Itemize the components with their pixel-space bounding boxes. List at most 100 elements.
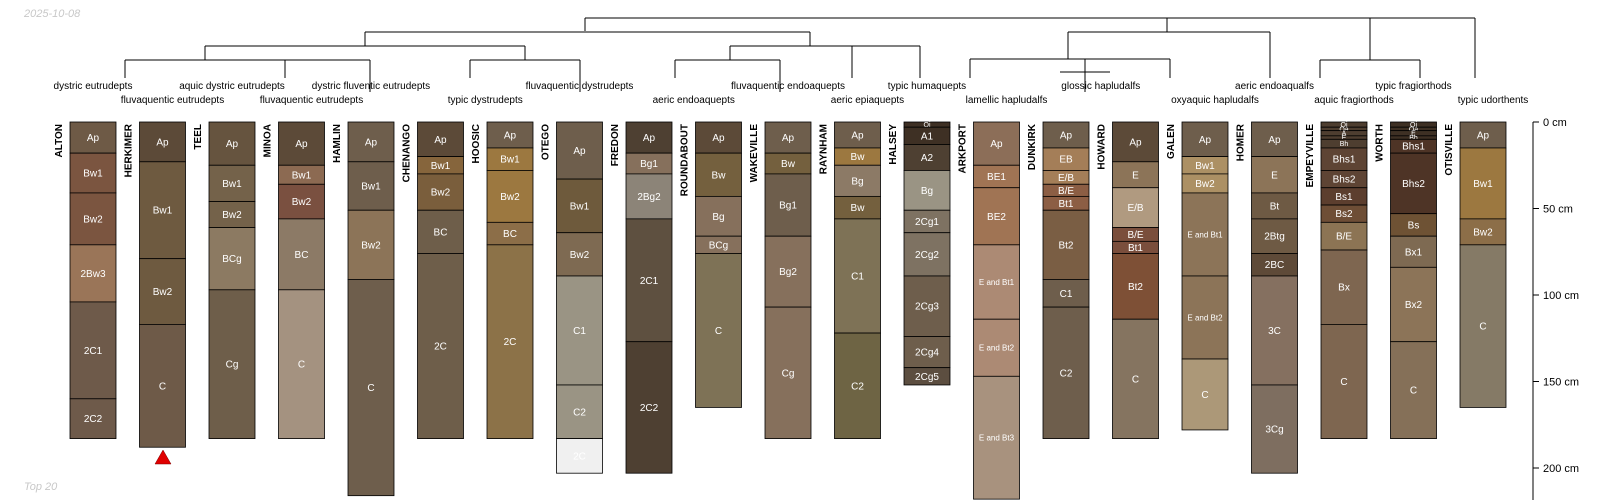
horizon-label: Bhs1 — [1333, 155, 1356, 166]
profile-minoa: Ap Bw1 Bw2 BC C MINOA — [263, 121, 325, 439]
horizon-band — [764, 235, 812, 308]
horizon-label: EB — [1059, 155, 1073, 166]
horizon-label: Bw2 — [222, 210, 242, 221]
horizon-label: Bt1 — [1058, 199, 1073, 210]
horizon-band — [1251, 192, 1298, 220]
horizon-label: BC — [295, 250, 309, 261]
horizon-label: Ap — [156, 137, 169, 148]
horizon-label: BC — [503, 229, 517, 240]
horizon-label: C — [1410, 386, 1417, 397]
depth-tick-label: 0 cm — [1543, 117, 1567, 129]
profile-homer: Ap E Bt 2Btg 2BC 3C 3Cg HOMER — [1236, 121, 1298, 474]
horizon-label: Ap — [573, 146, 586, 157]
horizon-label: Bw1 — [222, 179, 242, 190]
horizon-band — [834, 332, 881, 439]
horizon-band — [139, 121, 186, 163]
subgroup-label: fluvaquentic dystrudepts — [526, 81, 634, 92]
horizon-band — [1390, 235, 1437, 268]
horizon-label: Bg — [851, 176, 863, 187]
horizon-label: C1 — [851, 271, 864, 282]
horizon-label: B/E — [1336, 232, 1352, 243]
horizon-band — [1042, 306, 1090, 439]
depth-tick-label: 50 cm — [1543, 204, 1573, 216]
horizon-label: Bg1 — [779, 201, 797, 212]
date-stamp: 2025-10-08 — [24, 8, 81, 20]
horizon-label: BCg — [709, 240, 728, 251]
profile-name: WORTH — [1375, 124, 1386, 162]
horizon-band — [1112, 161, 1159, 189]
horizon-label: 2Btg — [1264, 232, 1285, 243]
horizon-label: Cg — [226, 360, 239, 371]
horizon-label: C2 — [573, 407, 586, 418]
horizon-band — [347, 161, 395, 211]
horizon-band — [278, 289, 325, 439]
subgroup-label: fluvaquentic eutrudepts — [121, 95, 224, 106]
horizon-label: Bw1 — [500, 155, 520, 166]
subgroup-label: aeric endoaquepts — [653, 95, 735, 106]
horizon-label: Bw1 — [431, 161, 451, 172]
horizon-band — [1320, 221, 1368, 251]
horizon-label: Bw1 — [292, 170, 312, 181]
horizon-band — [69, 301, 117, 400]
horizon-label: C — [159, 381, 166, 392]
horizon-band — [139, 324, 186, 448]
horizon-band — [973, 375, 1020, 500]
horizon-label: E/B — [1058, 173, 1074, 184]
horizon-label: Bw1 — [570, 201, 590, 212]
profile-wakeville: Ap Bw Bg1 Bg2 Cg WAKEVILLE — [749, 121, 812, 439]
horizon-band — [417, 209, 464, 254]
horizon-band — [1251, 121, 1298, 157]
profile-raynham: Ap Bw Bg Bw C1 C2 RAYNHAM — [819, 121, 881, 439]
horizon-label: 2Cg1 — [915, 217, 939, 228]
horizon-label: Ap — [1477, 130, 1490, 141]
horizon-label: Bw2 — [500, 192, 520, 203]
horizon-label: Bw1 — [83, 169, 103, 180]
horizon-label: 2Cg2 — [915, 250, 939, 261]
horizon-band — [903, 275, 951, 337]
horizon-label: Bx1 — [1405, 247, 1423, 258]
horizon-band — [556, 232, 603, 277]
horizon-label: Bw2 — [570, 250, 590, 261]
horizon-label: Bs — [1408, 220, 1420, 231]
subgroup-label: aquic fragiorthods — [1314, 95, 1394, 106]
subgroup-label: typic humaquepts — [888, 81, 966, 92]
subgroup-label: typic dystrudepts — [448, 95, 523, 106]
horizon-band — [695, 195, 742, 237]
profile-chenango: Ap Bw1 Bw2 BC 2C CHENANGO — [402, 121, 464, 439]
horizon-label: Bw2 — [361, 240, 381, 251]
horizon-label: 2C — [573, 451, 586, 462]
horizon-label: 2C2 — [640, 403, 659, 414]
horizon-band — [625, 121, 673, 154]
depth-tick-label: 100 cm — [1543, 290, 1579, 302]
horizon-band — [1251, 384, 1298, 474]
horizon-band — [625, 341, 673, 474]
subgroup-label: typic fragiorthods — [1375, 81, 1451, 92]
horizon-band — [834, 121, 881, 149]
horizon-label: Bt — [1270, 201, 1280, 212]
horizon-label: E — [1132, 170, 1139, 181]
subgroup-labels: dystric eutrudepts fluvaquentic eutrudept… — [54, 81, 1529, 106]
horizon-label: 3C — [1268, 326, 1281, 337]
profile-name: HOMER — [1236, 123, 1247, 161]
profile-fredon: Ap Bg1 2Bg2 2C1 2C2 FREDON — [610, 121, 673, 474]
horizon-band — [903, 144, 951, 171]
profile-arkport: Ap BE1 BE2 E and Bt1 E and Bt2 E and Bt3 ARKPO… — [958, 121, 1020, 500]
horizon-label: C — [1201, 390, 1208, 401]
profile-howard: Ap E E/B B/E Bt1 Bt2 C HOWARD — [1097, 121, 1159, 439]
horizon-label: Ap — [1268, 135, 1281, 146]
horizon-label: B/E — [1127, 230, 1143, 241]
horizon-label: Bw — [851, 203, 866, 214]
horizon-label: Ap — [87, 133, 100, 144]
horizon-band — [69, 398, 117, 439]
profile-name: FREDON — [610, 124, 621, 166]
horizon-band — [1042, 209, 1090, 280]
horizon-label: 2Cg4 — [915, 348, 939, 359]
horizon-label: Bhs2 — [1333, 175, 1356, 186]
horizon-label: Oi — [1341, 122, 1348, 129]
horizon-label: Bg1 — [640, 159, 658, 170]
horizon-label: Bhs1 — [1402, 142, 1425, 153]
horizon-label: 2Cg3 — [915, 302, 939, 313]
horizon-band — [69, 121, 117, 154]
horizon-band — [208, 201, 256, 228]
